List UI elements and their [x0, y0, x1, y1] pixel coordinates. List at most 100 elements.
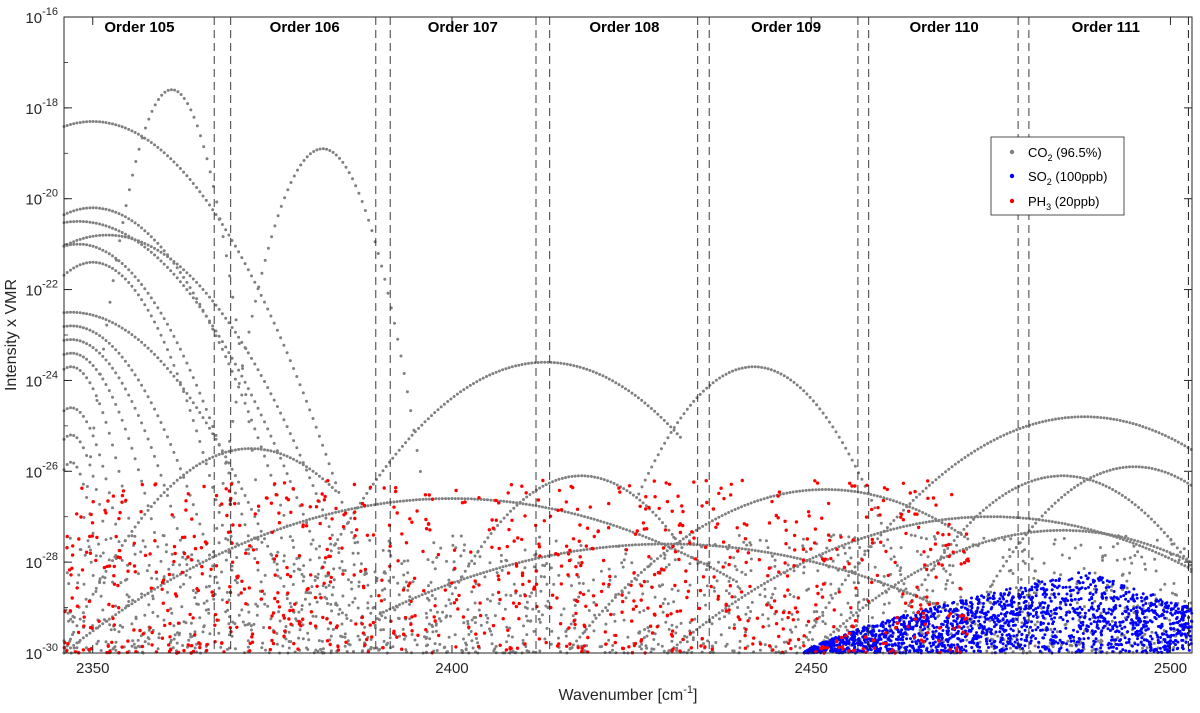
data-layer: [62, 88, 1194, 655]
point-co2: [78, 617, 82, 621]
point-co2: [1073, 415, 1077, 419]
point-so2: [985, 642, 989, 646]
point-co2: [971, 543, 975, 547]
point-co2: [587, 589, 591, 593]
point-co2: [81, 242, 85, 246]
point-co2: [473, 621, 477, 625]
point-co2: [715, 579, 719, 583]
point-co2: [963, 516, 967, 520]
point-co2: [65, 338, 69, 342]
point-co2: [727, 511, 731, 514]
point-so2: [1122, 594, 1126, 598]
point-co2: [397, 448, 401, 452]
point-so2: [1132, 607, 1136, 611]
point-co2: [795, 490, 798, 493]
point-co2: [622, 487, 626, 491]
point-co2: [520, 363, 524, 366]
point-co2: [1074, 529, 1078, 533]
point-so2: [1121, 620, 1125, 624]
point-co2: [575, 549, 579, 553]
point-co2: [275, 405, 279, 408]
point-co2: [1018, 516, 1022, 520]
point-co2: [790, 630, 794, 634]
point-co2: [612, 481, 616, 485]
point-co2: [266, 307, 270, 311]
point-co2: [153, 352, 156, 356]
point-co2: [547, 506, 551, 510]
point-co2: [792, 556, 796, 559]
point-co2: [444, 497, 447, 501]
point-co2: [204, 462, 208, 466]
point-co2: [947, 517, 951, 521]
point-co2: [321, 647, 325, 651]
point-co2: [804, 488, 808, 492]
point-so2: [1125, 605, 1129, 609]
point-co2: [420, 423, 424, 427]
point-co2: [862, 598, 866, 601]
point-co2: [345, 650, 349, 653]
point-co2: [588, 624, 592, 628]
point-co2: [435, 556, 439, 559]
point-co2: [407, 437, 411, 441]
point-co2: [683, 552, 687, 556]
point-so2: [1163, 644, 1167, 648]
point-so2: [1163, 616, 1167, 620]
point-co2: [657, 584, 661, 588]
point-co2: [227, 233, 231, 237]
point-so2: [978, 615, 982, 619]
point-co2: [297, 636, 301, 640]
point-co2: [462, 549, 466, 552]
point-co2: [530, 558, 534, 561]
point-so2: [990, 642, 994, 646]
point-co2: [849, 556, 853, 560]
point-co2: [260, 271, 264, 275]
point-so2: [1123, 625, 1127, 629]
point-co2: [546, 599, 550, 603]
point-co2: [1172, 645, 1176, 649]
point-co2: [104, 207, 108, 211]
point-co2: [704, 522, 708, 526]
point-so2: [1118, 620, 1122, 624]
point-co2: [562, 551, 566, 555]
point-co2: [614, 381, 618, 385]
point-co2: [162, 317, 166, 321]
point-co2: [985, 590, 989, 594]
point-so2: [943, 609, 947, 612]
point-co2: [369, 594, 373, 598]
point-co2: [85, 420, 89, 424]
point-co2: [230, 564, 234, 568]
point-co2: [147, 628, 151, 632]
point-co2: [68, 536, 72, 540]
point-co2: [247, 420, 251, 424]
point-co2: [1096, 415, 1099, 419]
point-co2: [635, 496, 639, 499]
point-co2: [1128, 571, 1132, 575]
point-co2: [139, 550, 143, 554]
point-co2: [185, 484, 189, 488]
point-co2: [181, 644, 185, 647]
point-co2: [836, 568, 840, 572]
point-co2: [120, 558, 124, 562]
point-co2: [863, 549, 867, 553]
point-co2: [785, 491, 789, 495]
point-co2: [243, 523, 247, 527]
point-co2: [294, 617, 298, 621]
point-co2: [69, 268, 72, 272]
point-so2: [1072, 635, 1076, 639]
point-co2: [78, 410, 82, 414]
point-co2: [824, 416, 828, 419]
point-so2: [1071, 606, 1075, 610]
point-so2: [1059, 646, 1063, 650]
point-co2: [159, 359, 163, 363]
point-co2: [298, 453, 302, 457]
point-so2: [1118, 604, 1122, 608]
point-co2: [1032, 591, 1036, 595]
point-co2: [1118, 419, 1122, 422]
point-co2: [424, 611, 428, 615]
point-so2: [1126, 630, 1130, 634]
point-co2: [104, 339, 108, 342]
point-co2: [146, 243, 150, 247]
point-co2: [583, 649, 587, 653]
point-co2: [1033, 623, 1037, 627]
point-co2: [470, 559, 474, 563]
